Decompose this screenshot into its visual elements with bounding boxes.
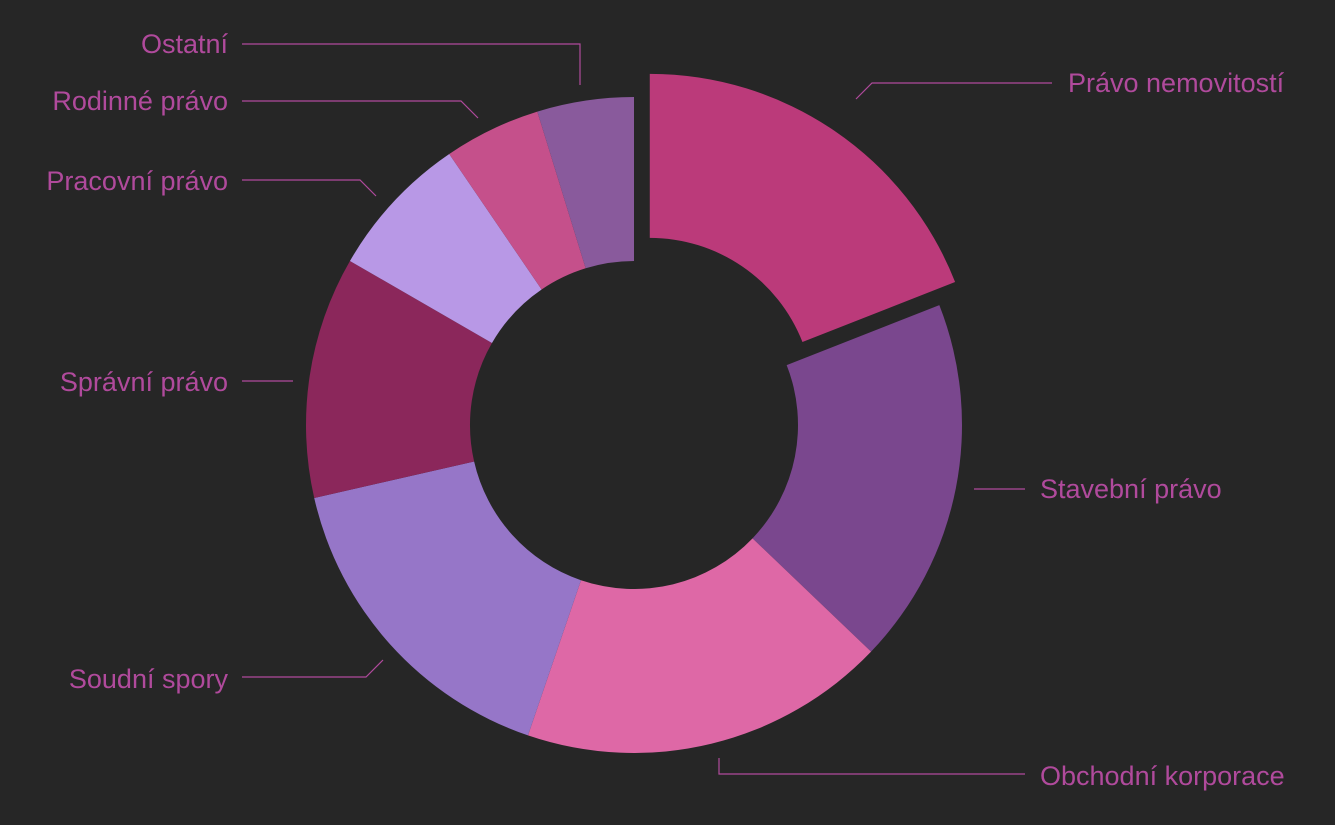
slice-label-pravo-nemovitosti: Právo nemovitostí xyxy=(1068,68,1285,98)
slice-soudni-spory xyxy=(314,461,581,736)
slice-label-spravni-pravo: Správní právo xyxy=(60,367,228,397)
slice-label-ostatni: Ostatní xyxy=(141,29,229,59)
slice-stavebni-pravo xyxy=(752,305,962,652)
leader-line-pracovni-pravo xyxy=(242,179,377,197)
slice-rodinne-pravo xyxy=(449,111,586,290)
slice-label-obchodni-korporace: Obchodní korporace xyxy=(1040,761,1285,791)
leader-line-pravo-nemovitosti xyxy=(855,82,1052,100)
leader-line-obchodni-korporace xyxy=(718,758,1025,775)
slice-spravni-pravo xyxy=(306,261,492,498)
slice-ostatni xyxy=(537,97,634,269)
slice-pracovni-pravo xyxy=(349,153,542,343)
slice-obchodni-korporace xyxy=(527,538,872,753)
slice-label-pracovni-pravo: Pracovní právo xyxy=(46,166,228,196)
slice-label-soudni-spory: Soudní spory xyxy=(69,664,229,694)
leader-line-soudni-spory xyxy=(242,659,384,678)
slice-label-rodinne-pravo: Rodinné právo xyxy=(52,86,228,116)
leader-line-ostatni xyxy=(242,43,581,85)
slice-label-stavebni-pravo: Stavební právo xyxy=(1040,474,1222,504)
slice-pravo-nemovitosti xyxy=(649,73,956,342)
leader-line-rodinne-pravo xyxy=(242,100,479,119)
